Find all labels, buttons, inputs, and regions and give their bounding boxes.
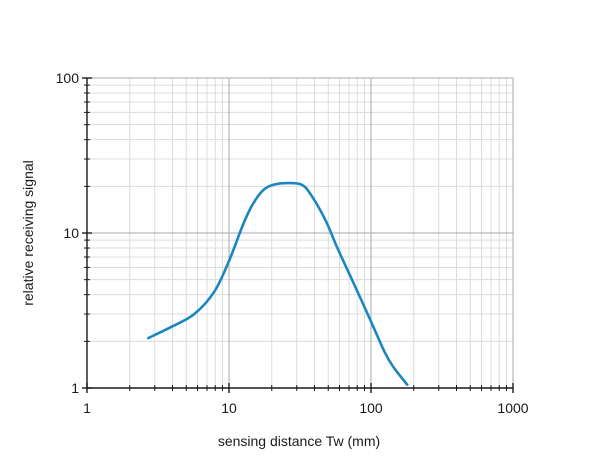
- signal-curve-line: [146, 181, 409, 387]
- x-tick-label: 100: [359, 400, 383, 416]
- y-tick-label: 10: [63, 225, 79, 241]
- x-tick-label: 1: [83, 400, 91, 416]
- tick-marks: [82, 77, 514, 393]
- x-axis-title: sensing distance Tw (mm): [218, 433, 380, 449]
- y-tick-label: 1: [71, 380, 79, 396]
- y-axis-title: relative receiving signal: [20, 160, 36, 306]
- tick-labels: 1 10 100 1000 1 10 100: [56, 70, 529, 416]
- series-layer: [146, 181, 409, 387]
- y-tick-label: 100: [56, 70, 80, 86]
- x-tick-label: 1000: [497, 400, 528, 416]
- x-tick-label: 10: [221, 400, 237, 416]
